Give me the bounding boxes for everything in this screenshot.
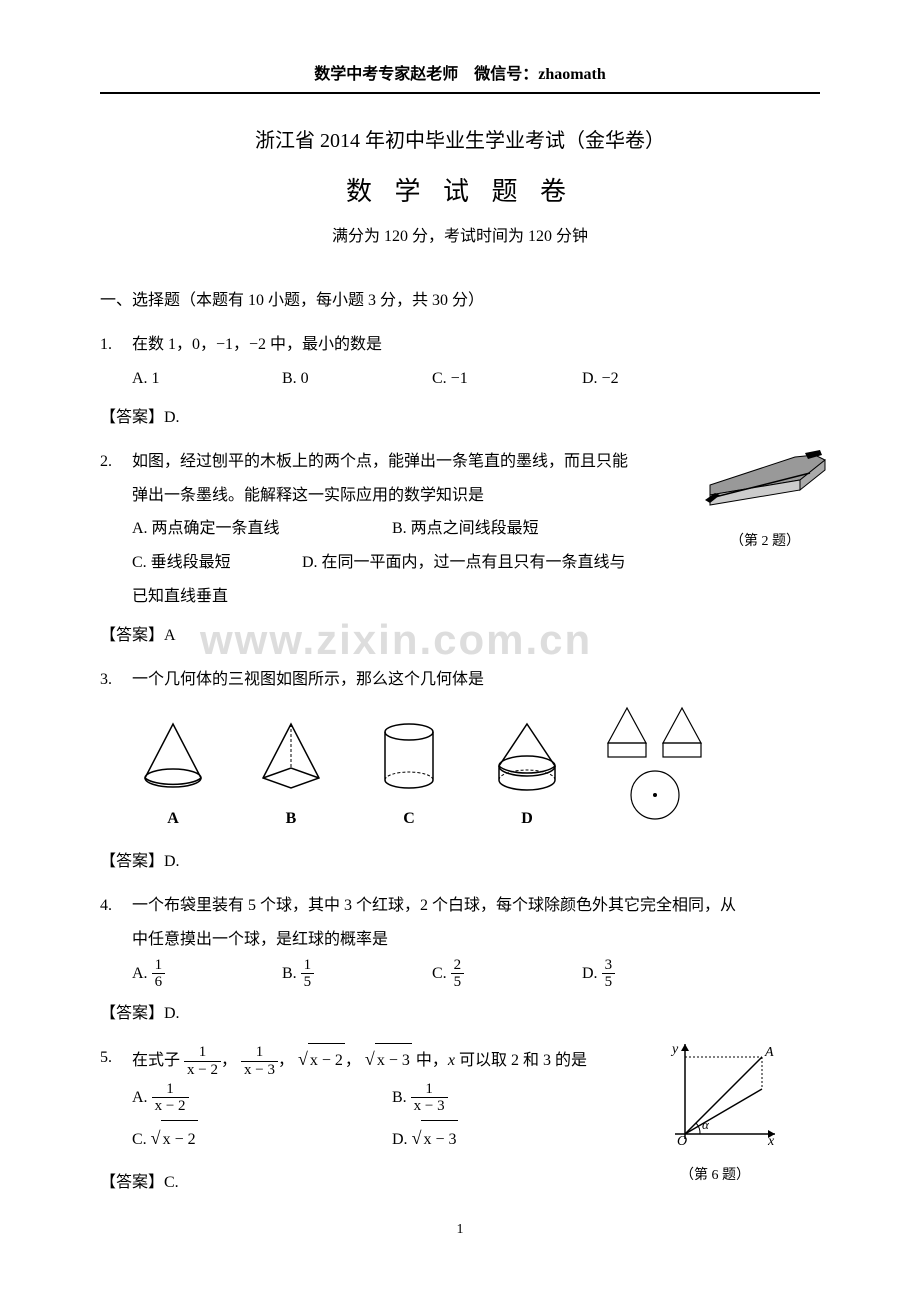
sqrt-radicand: x − 3	[375, 1043, 412, 1078]
axis-label-o: O	[677, 1134, 687, 1149]
q2-choice-a: A. 两点确定一条直线	[132, 512, 392, 546]
q3-label-a: A	[128, 802, 218, 836]
q2-line3: 已知直线垂直	[100, 580, 820, 614]
exam-info: 满分为 120 分，考试时间为 120 分钟	[100, 222, 820, 246]
q3-text: 一个几何体的三视图如图所示，那么这个几何体是	[132, 663, 820, 697]
axis-label-y: y	[670, 1042, 679, 1057]
q4-b-prefix: B.	[282, 965, 301, 982]
q5-a-prefix: A.	[132, 1089, 152, 1106]
q5-choice-d: D. √x − 3	[392, 1117, 652, 1160]
q5-choice-b: B. 1x − 3	[392, 1079, 652, 1117]
question-5: 5. 在式子 1x − 2， 1x − 3， √x − 2， √x − 3 中，…	[100, 1041, 820, 1160]
q5-var-x: x	[448, 1052, 455, 1069]
frac-num: 2	[451, 957, 465, 975]
q1-number: 1.	[100, 328, 132, 362]
q4-line2: 中任意摸出一个球，是红球的概率是	[132, 923, 820, 957]
q3-shape-c: C	[364, 716, 454, 836]
axis-label-alpha: α	[702, 1117, 710, 1132]
question-1: 1. 在数 1，0，−1，−2 中，最小的数是 A. 1 B. 0 C. −1 …	[100, 328, 820, 395]
frac-den: x − 2	[152, 1098, 189, 1115]
q2-choice-b: B. 两点之间线段最短	[392, 512, 652, 546]
q5-d-prefix: D.	[392, 1131, 412, 1148]
frac-den: x − 3	[241, 1062, 278, 1079]
q5-suffix-a: 中，	[412, 1052, 448, 1069]
q3-figures: A B C	[100, 703, 820, 836]
frac-num: 1	[152, 957, 166, 975]
q3-label-d: D	[482, 802, 572, 836]
q5-sep: ，	[278, 1052, 294, 1069]
frac-den: 5	[602, 974, 616, 991]
axis-label-x: x	[767, 1134, 775, 1149]
q5-number: 5.	[100, 1041, 132, 1079]
frac-den: 6	[152, 974, 166, 991]
question-4: 4. 一个布袋里装有 5 个球，其中 3 个红球，2 个白球，每个球除颜色外其它…	[100, 889, 820, 991]
frac-num: 1	[152, 1081, 189, 1099]
q4-answer: 【答案】D.	[100, 999, 820, 1023]
page-header: 数学中考专家赵老师 微信号：zhaomath	[100, 60, 820, 94]
sqrt-radicand: x − 3	[421, 1120, 458, 1159]
section-1-heading: 一、选择题（本题有 10 小题，每小题 3 分，共 30 分）	[100, 286, 820, 310]
q3-label-b: B	[246, 802, 336, 836]
q4-number: 4.	[100, 889, 132, 956]
q4-c-prefix: C.	[432, 965, 451, 982]
frac-den: x − 3	[411, 1098, 448, 1115]
q6-figure: α O x y A （第 6 题）	[650, 1039, 780, 1190]
q2-figure: （第 2 题）	[700, 445, 830, 556]
q5-suffix-b: 可以取 2 和 3 的是	[455, 1052, 587, 1069]
question-2: （第 2 题） 2. 如图，经过刨平的木板上的两个点，能弹出一条笔直的墨线，而且…	[100, 445, 820, 613]
exam-subtitle: 数 学 试 题 卷	[100, 171, 820, 208]
q4-d-prefix: D.	[582, 965, 602, 982]
q4-line1: 一个布袋里装有 5 个球，其中 3 个红球，2 个白球，每个球除颜色外其它完全相…	[132, 889, 820, 923]
q1-text: 在数 1，0，−1，−2 中，最小的数是	[132, 328, 820, 362]
page-number: 1	[100, 1222, 820, 1238]
q3-answer: 【答案】D.	[100, 847, 820, 871]
q5-sep: ，	[221, 1052, 237, 1069]
axis-label-a: A	[764, 1045, 774, 1060]
q2-answer: 【答案】A	[100, 621, 820, 645]
q3-shape-a: A	[128, 716, 218, 836]
q5-c-prefix: C.	[132, 1131, 151, 1148]
q2-figure-caption: （第 2 题）	[700, 527, 830, 556]
q2-number: 2.	[100, 445, 132, 512]
q4-a-prefix: A.	[132, 965, 152, 982]
q2-choice-d: D. 在同一平面内，过一点有且只有一条直线与	[302, 546, 626, 580]
frac-den: x − 2	[184, 1062, 221, 1079]
q4-choice-b: B. 15	[282, 957, 432, 991]
q1-choice-b: B. 0	[282, 362, 432, 396]
q5-prefix: 在式子	[132, 1052, 180, 1069]
q3-shape-d: D	[482, 716, 572, 836]
q3-label-c: C	[364, 802, 454, 836]
q5-b-prefix: B.	[392, 1089, 411, 1106]
q2-choice-c: C. 垂线段最短	[132, 546, 302, 580]
frac-den: 5	[301, 974, 315, 991]
frac-den: 5	[451, 974, 465, 991]
q5-choice-c: C. √x − 2	[132, 1117, 392, 1160]
exam-title: 浙江省 2014 年初中毕业生学业考试（金华卷）	[100, 124, 820, 153]
sqrt-radicand: x − 2	[308, 1043, 345, 1078]
q5-choice-a: A. 1x − 2	[132, 1079, 392, 1117]
frac-num: 1	[411, 1081, 448, 1099]
q1-choice-c: C. −1	[432, 362, 582, 396]
q4-choice-d: D. 35	[582, 957, 732, 991]
q1-choice-a: A. 1	[132, 362, 282, 396]
question-3: 3. 一个几何体的三视图如图所示，那么这个几何体是 A B	[100, 663, 820, 835]
q4-choice-c: C. 25	[432, 957, 582, 991]
q5-sep: ，	[345, 1052, 361, 1069]
q3-three-view	[600, 703, 710, 836]
frac-num: 1	[184, 1044, 221, 1062]
frac-num: 1	[301, 957, 315, 975]
q1-answer: 【答案】D.	[100, 403, 820, 427]
q4-choice-a: A. 16	[132, 957, 282, 991]
frac-num: 1	[241, 1044, 278, 1062]
q6-figure-caption: （第 6 题）	[650, 1161, 780, 1190]
q3-number: 3.	[100, 663, 132, 697]
frac-num: 3	[602, 957, 616, 975]
q1-choice-d: D. −2	[582, 362, 732, 396]
sqrt-radicand: x − 2	[161, 1120, 198, 1159]
q3-shape-b: B	[246, 716, 336, 836]
